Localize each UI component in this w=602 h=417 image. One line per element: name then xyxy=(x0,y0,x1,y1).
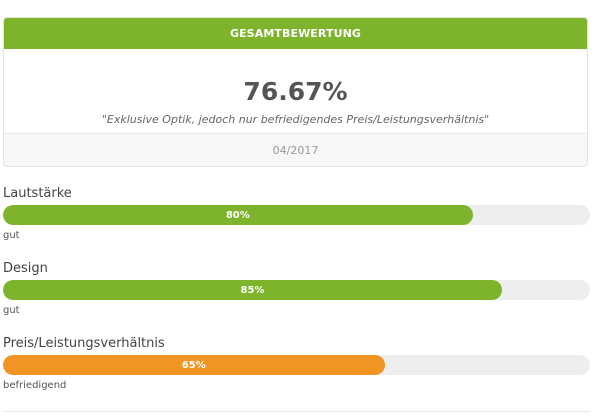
progress-track: 85% xyxy=(3,280,590,300)
rating-grade: gut xyxy=(3,230,20,241)
progress-value-label: 80% xyxy=(225,209,250,221)
rating-label: Lautstärke xyxy=(3,186,72,201)
progress-value-label: 85% xyxy=(240,284,265,296)
rating-label: Preis/Leistungsverhältnis xyxy=(3,336,165,351)
rating-lautstaerke: Lautstärke 80% gut xyxy=(3,186,590,242)
rating-date-bar: 04/2017 xyxy=(4,133,587,166)
divider xyxy=(3,411,590,412)
rating-grade: gut xyxy=(3,305,20,316)
rating-grade: befriedigend xyxy=(3,380,67,391)
progress-fill: 65% xyxy=(3,355,385,375)
progress-fill: 85% xyxy=(3,280,502,300)
rating-label: Design xyxy=(3,261,48,276)
rating-preis-leistung: Preis/Leistungsverhältnis 65% befriedige… xyxy=(3,336,590,392)
overall-score: 76.67% xyxy=(243,77,348,106)
progress-track: 80% xyxy=(3,205,590,225)
rating-design: Design 85% gut xyxy=(3,261,590,317)
overall-rating-card: GESAMTBEWERTUNG 76.67% "Exklusive Optik,… xyxy=(3,17,588,167)
rating-date: 04/2017 xyxy=(272,143,319,157)
progress-track: 65% xyxy=(3,355,590,375)
progress-value-label: 65% xyxy=(181,359,206,371)
verdict-quote: "Exklusive Optik, jedoch nur befriedigen… xyxy=(101,113,490,126)
progress-fill: 80% xyxy=(3,205,473,225)
overall-rating-header: GESAMTBEWERTUNG xyxy=(4,18,587,49)
overall-rating-title: GESAMTBEWERTUNG xyxy=(229,27,362,40)
